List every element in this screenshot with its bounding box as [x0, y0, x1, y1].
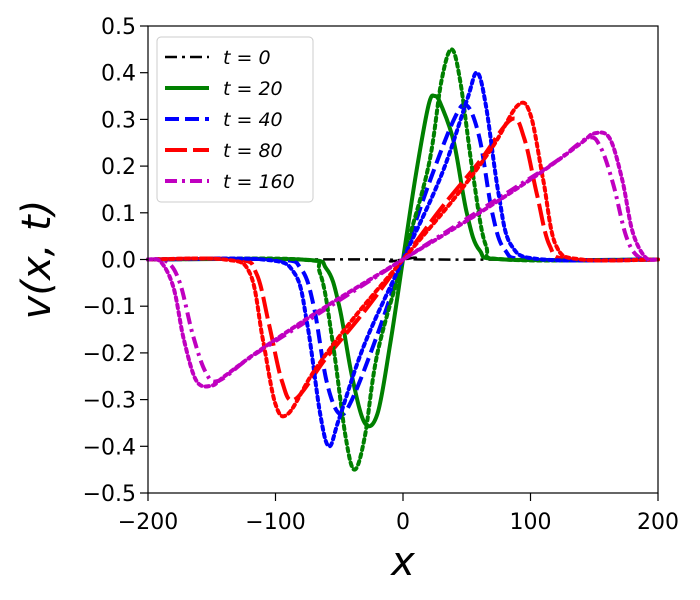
- y-tick-label: −0.2: [83, 342, 136, 367]
- y-tick-label: −0.5: [83, 482, 136, 507]
- x-tick-label: 100: [510, 510, 552, 535]
- series-layer: [146, 47, 660, 472]
- legend-label: t = 40: [223, 109, 283, 131]
- y-tick-label: 0.1: [101, 202, 136, 227]
- y-tick-label: 0.0: [101, 249, 136, 274]
- legend-label: t = 80: [223, 140, 283, 162]
- x-axis-title: x: [389, 539, 415, 585]
- series-line-8: [146, 130, 660, 389]
- x-tick-label: −200: [118, 510, 178, 535]
- x-tick-label: −100: [245, 510, 305, 535]
- y-tick-label: 0.5: [101, 15, 136, 40]
- x-axis: −200 −100 0 100 200: [118, 493, 679, 535]
- legend-label: t = 160: [223, 171, 295, 193]
- series-line-2: [147, 102, 659, 417]
- legend-label: t = 0: [223, 47, 271, 69]
- legend: t = 0 t = 20 t = 40 t = 80 t = 160: [156, 36, 314, 203]
- y-tick-label: 0.4: [101, 62, 136, 87]
- series-line-1: [147, 93, 659, 429]
- legend-label: t = 20: [223, 78, 283, 100]
- y-tick-label: −0.3: [83, 389, 136, 414]
- legend-box: [156, 36, 314, 203]
- y-tick-label: −0.4: [83, 435, 136, 460]
- x-tick-label: 200: [637, 510, 679, 535]
- x-tick-label: 0: [396, 510, 410, 535]
- y-tick-label: −0.1: [83, 295, 136, 320]
- y-tick-label: 0.2: [101, 155, 136, 180]
- y-tick-label: 0.3: [101, 108, 136, 133]
- y-axis: −0.5 −0.4 −0.3 −0.2 −0.1 0.0 0.1 0.2 0.3 0.4 0.5: [83, 15, 148, 507]
- y-axis-title: v(x, t): [14, 200, 60, 320]
